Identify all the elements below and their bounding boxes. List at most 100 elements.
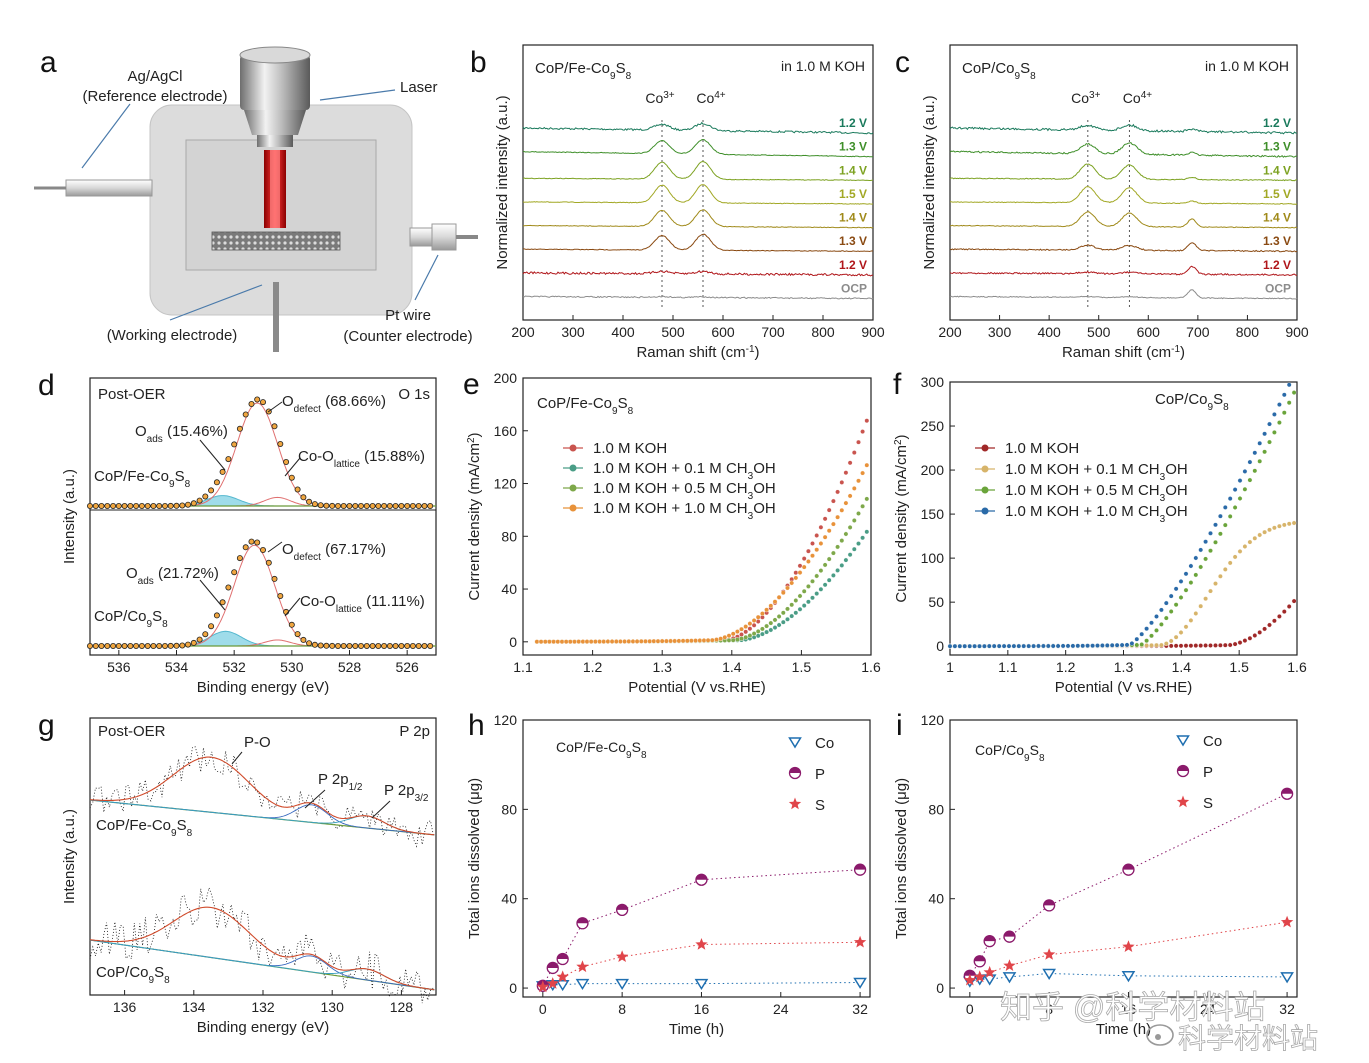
core-label: O 1s xyxy=(398,386,430,403)
point-s xyxy=(983,965,996,978)
lsv-point xyxy=(1075,643,1081,649)
lsv-point xyxy=(1222,504,1228,510)
lsv-point xyxy=(839,479,845,485)
xps-point xyxy=(363,643,370,650)
point-p-fill xyxy=(1281,788,1293,794)
lsv-point xyxy=(1237,549,1243,554)
trace-label-0: 1.2 V xyxy=(1263,116,1291,130)
xps-point xyxy=(202,631,209,638)
lsv-point xyxy=(1222,522,1228,528)
x-tick-label: 534 xyxy=(165,659,189,675)
lsv-point xyxy=(831,573,836,578)
xps-point xyxy=(329,502,336,509)
lsv-point xyxy=(801,588,807,594)
panel-a: a Ag/AgCl (Reference electrode) Laser (W… xyxy=(34,46,478,352)
lsv-point xyxy=(1286,521,1292,527)
point-co xyxy=(615,978,629,991)
lsv-point xyxy=(676,638,682,644)
y-tick-label: 0 xyxy=(936,980,944,996)
lsv-point xyxy=(851,518,857,523)
lsv-point xyxy=(972,643,977,649)
lsv-point xyxy=(818,586,824,592)
legend-item: 1.0 M KOH xyxy=(593,440,667,457)
lsv-point xyxy=(1198,643,1204,648)
xps-point xyxy=(334,643,341,650)
lsv-point xyxy=(705,637,711,643)
x-axis-label: Time (h) xyxy=(1096,1021,1151,1038)
lsv-point xyxy=(1227,514,1233,519)
lsv-point xyxy=(826,507,832,513)
lsv-point xyxy=(584,639,590,644)
xps-point xyxy=(254,396,261,403)
raman-trace-4 xyxy=(522,209,874,229)
lsv-point xyxy=(1252,450,1258,456)
lsv-point xyxy=(967,643,973,649)
lsv-point xyxy=(1085,643,1091,649)
point-s xyxy=(536,980,549,993)
lsv-point xyxy=(1090,643,1096,649)
x-axis-label: Raman shift (cm-1) xyxy=(636,344,759,362)
legend-label-co: Co xyxy=(1203,733,1222,750)
sample-label: CoP/Fe-Co9​S8​ xyxy=(94,468,191,490)
lsv-point xyxy=(835,568,840,573)
odefect-label: Odefect (68.66%) xyxy=(282,393,386,415)
xps-point xyxy=(115,643,122,650)
lsv-point xyxy=(1080,643,1086,649)
xps-point xyxy=(190,639,197,646)
lsv-point xyxy=(1242,486,1248,492)
lsv-point xyxy=(1247,459,1253,465)
trace-label-4: 1.4 V xyxy=(839,211,867,225)
lsv-point xyxy=(856,478,861,484)
legend-item: 1.0 M KOH xyxy=(1005,440,1079,457)
xps-point xyxy=(98,643,105,650)
lsv-point xyxy=(1203,596,1209,602)
x-tick-label: 1.1 xyxy=(513,659,533,675)
raman-trace-2 xyxy=(522,160,874,182)
xps-point xyxy=(259,547,266,554)
lsv-point xyxy=(822,582,828,588)
xps-point xyxy=(161,502,168,509)
lsv-point xyxy=(793,575,799,581)
x-tick-label: 900 xyxy=(1285,324,1309,340)
lsv-point xyxy=(1173,602,1179,608)
lsv-point xyxy=(1070,643,1076,649)
panel-h-label: h xyxy=(468,709,485,742)
lsv-point xyxy=(864,462,870,468)
panel-f-label: f xyxy=(893,368,902,401)
lsv-point xyxy=(780,619,786,625)
xps-point xyxy=(173,642,180,649)
y-axis-label: Normalized intensity (a.u.) xyxy=(494,95,511,269)
xps-point xyxy=(271,575,278,582)
lsv-point xyxy=(1291,598,1297,604)
lsv-point xyxy=(1252,535,1258,541)
raman-trace-1 xyxy=(949,142,1298,158)
lsv-point xyxy=(835,544,840,550)
lsv-point xyxy=(1178,579,1184,584)
lsv-point xyxy=(1242,468,1248,474)
ref-electrode-label: Ag/AgCl xyxy=(127,68,182,85)
xps-point xyxy=(398,502,405,509)
lsv-point xyxy=(730,631,736,637)
lsv-point xyxy=(1232,641,1238,647)
x-tick-label: 500 xyxy=(661,324,685,340)
lsv-point xyxy=(768,603,774,609)
xps-point xyxy=(392,502,399,509)
lsv-point xyxy=(1208,588,1213,594)
lsv-point xyxy=(860,535,865,541)
lsv-point xyxy=(618,639,623,644)
lsv-point xyxy=(547,639,552,645)
panel-e: 1.1 1.2 1.3 1.4 1.5 1.6 0 40 80 120 160 200 Potentia… xyxy=(463,368,881,696)
lsv-point xyxy=(1109,642,1115,648)
point-s xyxy=(963,973,976,986)
xps-point xyxy=(254,539,261,546)
lsv-point xyxy=(772,599,778,605)
trace-label-4: 1.4 V xyxy=(1263,211,1291,225)
xps-point xyxy=(87,643,94,650)
x-tick-label: 536 xyxy=(107,659,131,675)
xps-point xyxy=(357,643,364,650)
lsv-point xyxy=(747,633,753,638)
lsv-point xyxy=(1129,641,1135,646)
xps-point xyxy=(323,642,330,649)
xps-point xyxy=(167,642,174,649)
